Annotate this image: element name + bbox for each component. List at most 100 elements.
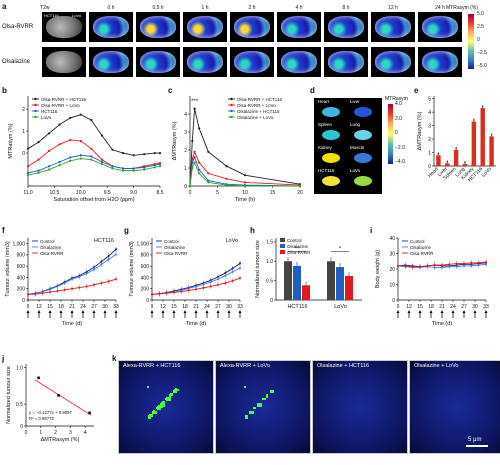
data-point <box>143 153 146 156</box>
x-tick-label: 4 <box>84 430 87 436</box>
dose-arrowhead <box>205 310 209 313</box>
organ-image <box>354 153 372 163</box>
x-tick-label: HCT116 <box>287 304 307 310</box>
fluorescence-spot <box>169 394 171 398</box>
y-tick-label: 0 <box>22 151 25 157</box>
y-axis-label: MTRasym (%) <box>8 123 14 158</box>
fluorescence-spot <box>162 401 165 403</box>
data-point <box>191 161 194 164</box>
x-tick-label: 27 <box>91 304 97 310</box>
organ-image <box>354 130 372 140</box>
y-axis-label: Normalized tumour size <box>6 366 12 424</box>
colorbar-a-tick: −2.5 <box>477 50 487 56</box>
data-point <box>158 151 162 155</box>
data-point <box>100 260 103 263</box>
data-point <box>34 293 37 296</box>
data-point <box>470 261 473 264</box>
mtr-map-image <box>324 12 368 42</box>
legend-marker <box>34 109 37 113</box>
organ-label: Liver <box>350 99 360 104</box>
x-tick-label: 3 <box>69 430 72 436</box>
data-point <box>231 279 234 282</box>
data-point <box>224 274 227 277</box>
bar <box>345 275 353 300</box>
mtr-map-image <box>183 47 227 77</box>
x-axis-label: Saturation offset from H2O (ppm) <box>53 197 134 203</box>
fit-equation: y = −0.1277x + 0.9097 <box>29 410 72 415</box>
data-point <box>188 184 192 188</box>
y-tick-label: 2 <box>428 137 431 143</box>
data-point <box>58 160 61 163</box>
y-tick-label: 4 <box>428 110 431 116</box>
confocal-label: Olsalazine + HCT116 <box>317 363 370 369</box>
x-tick-label: 21 <box>193 304 199 310</box>
y-tick-label: 400 <box>141 275 150 281</box>
x-tick-label: 27 <box>215 304 221 310</box>
legend-entry: Olsa-RVRR <box>164 251 188 256</box>
x-tick-label: 9.5 <box>104 190 111 196</box>
legend-swatch <box>280 244 285 248</box>
fluorescence-spot <box>270 390 274 393</box>
legend-entry: Olsa-RVRR + LoVo <box>237 103 276 108</box>
data-point <box>173 291 175 294</box>
mtr-map-image <box>277 47 321 77</box>
data-point <box>48 165 51 168</box>
y-axis-label: Body weight (g) <box>375 250 381 288</box>
dose-arrowhead <box>150 310 154 313</box>
legend-entry: Control <box>410 239 425 244</box>
fluorescence-spot <box>147 386 149 388</box>
data-point <box>58 164 61 167</box>
panel-label-a: a <box>2 2 7 11</box>
x-tick-label: 5 <box>216 190 219 196</box>
colorbar-a-tick: −5.0 <box>477 63 487 69</box>
chart-c: 0 5 10 15 20 Time (h) 0 1 2 3 4 ΔMTRasym (%) *** Olsa… <box>172 96 303 203</box>
colorbar-d-tick: 0 <box>395 130 398 136</box>
y-tick-label: 0 <box>146 298 149 304</box>
data-point <box>90 155 93 158</box>
organ-image <box>322 153 340 163</box>
data-point <box>85 272 88 275</box>
fluorescence-spot <box>257 403 262 407</box>
organ-image <box>322 176 340 186</box>
chart-i: 0 10 20 30 40 9 12 15 18 21 24 27 30 33 Time (d) Body w… <box>375 236 489 327</box>
t2w-label: T2w <box>40 5 50 11</box>
x-axis-label: ΔMTRasym (%) <box>41 437 80 443</box>
x-tick-label: 15 <box>270 190 276 196</box>
fluorescence-spot <box>249 411 254 414</box>
legend-entry: Olsalazine <box>164 245 186 250</box>
x-tick-label: 30 <box>472 304 478 310</box>
data-point <box>107 258 110 261</box>
dose-arrowhead <box>59 310 63 313</box>
data-point <box>132 154 135 157</box>
y-tick-label: 0 <box>20 424 23 430</box>
legend-entry: Olsa-RVRR + LoVo <box>41 103 80 108</box>
data-point <box>455 262 458 265</box>
x-tick-label: 8.5 <box>157 190 164 196</box>
bar <box>284 261 292 300</box>
y-tick-label: 30 <box>389 251 395 257</box>
y-axis-label: Normalized tumour size <box>255 240 261 298</box>
dose-arrowhead <box>161 310 165 313</box>
data-point <box>58 123 61 126</box>
data-point <box>143 166 146 169</box>
data-point <box>41 292 44 295</box>
y-axis-label: ΔMTRasym (%) <box>417 111 423 150</box>
bar <box>445 163 450 166</box>
data-point <box>93 268 95 271</box>
colorbar-a-tick: 0 <box>477 37 480 43</box>
dose-arrowhead <box>103 310 107 313</box>
y-tick-label: 1.5 <box>266 240 273 246</box>
series-line <box>189 150 301 187</box>
data-point <box>446 161 449 163</box>
data-point <box>209 280 212 283</box>
dose-arrowhead <box>114 310 118 313</box>
mtr-map-image <box>371 47 415 77</box>
y-tick-label: 20 <box>389 267 395 273</box>
y-tick-label: 0 <box>22 298 25 304</box>
y-tick-label: 0 <box>428 164 431 170</box>
dose-arrowhead <box>81 310 85 313</box>
data-point <box>26 173 30 177</box>
x-tick-label: 24 <box>80 304 86 310</box>
data-point <box>48 168 51 171</box>
y-tick-label: 600 <box>141 264 150 270</box>
